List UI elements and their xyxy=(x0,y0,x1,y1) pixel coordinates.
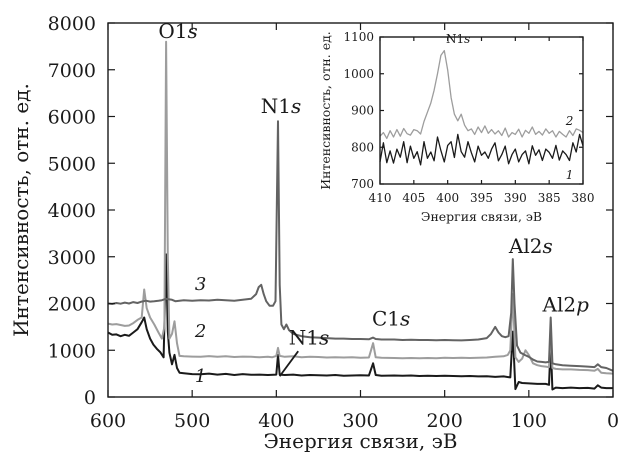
peak-label-italic: s xyxy=(400,307,410,331)
inset-y-axis-label: Интенсивность, отн. ед. xyxy=(318,31,333,190)
peak-label: N1s xyxy=(261,94,302,118)
peak-label-main: Al2 xyxy=(508,234,543,258)
inset-y-tick-label: 800 xyxy=(351,140,374,154)
series-2-line xyxy=(107,40,614,375)
x-tick-label: 0 xyxy=(607,410,618,432)
y-tick-label: 0 xyxy=(84,387,96,409)
x-tick-label: 600 xyxy=(90,410,126,432)
inset-y-tick-label: 1100 xyxy=(343,30,374,44)
inset-peak-label-main: N1 xyxy=(446,32,464,46)
peak-label-main: C1 xyxy=(372,307,400,331)
x-tick-label: 100 xyxy=(511,410,547,432)
inset-y-tick-label: 900 xyxy=(351,104,374,118)
peak-label-italic: s xyxy=(291,94,301,118)
inset-series-2-line xyxy=(379,49,584,140)
series-1-label: 1 xyxy=(195,366,206,387)
inset-x-tick-label: 385 xyxy=(538,191,561,205)
series-2-label: 2 xyxy=(194,321,206,342)
x-tick-label: 400 xyxy=(258,410,294,432)
inset-plot-background xyxy=(380,37,583,184)
inset-y-tick-label: 700 xyxy=(351,177,374,191)
y-tick-label: 6000 xyxy=(48,107,96,129)
peak-label-main: N1 xyxy=(261,94,291,118)
inset-x-tick-label: 405 xyxy=(402,191,425,205)
y-tick-label: 5000 xyxy=(48,153,96,175)
x-tick-label: 200 xyxy=(427,410,463,432)
inset-series-2-label: 2 xyxy=(565,114,574,128)
peak-label: N1s xyxy=(289,325,330,349)
main-spectrum-plot: 600 500 400 300 200 100 0010002000300040005000… xyxy=(9,13,618,453)
x-axis-label: Энергия связи, эВ xyxy=(264,429,458,453)
inset-x-tick-label: 410 xyxy=(369,191,392,205)
peak-label-italic: s xyxy=(319,325,329,349)
peak-label-main: N1 xyxy=(289,325,319,349)
peak-label: O1s xyxy=(158,19,197,43)
inset-x-tick-label: 390 xyxy=(504,191,527,205)
peak-label-main: O1 xyxy=(158,19,187,43)
series-1-line xyxy=(107,253,613,391)
y-tick-label: 1000 xyxy=(48,340,96,362)
inset-y-tick-label: 1000 xyxy=(343,67,374,81)
inset-n1s-plot: 410 405 400 395 390 385 380 700 800 900 1000 1100 Эн… xyxy=(318,30,594,224)
inset-x-tick-label: 380 xyxy=(572,191,595,205)
peak-label: Al2s xyxy=(508,234,553,258)
inset-x-tick-label: 400 xyxy=(436,191,459,205)
y-axis-label: Интенсивность, отн. ед. xyxy=(9,83,33,337)
peak-label-italic: p xyxy=(576,293,589,317)
inset-x-axis-label: Энергия связи, эВ xyxy=(421,209,542,224)
y-tick-label: 2000 xyxy=(48,294,96,316)
peak-label: Al2p xyxy=(542,293,590,317)
y-tick-label: 3000 xyxy=(48,247,96,269)
x-tick-label: 500 xyxy=(174,410,210,432)
y-tick-label: 4000 xyxy=(48,200,96,222)
x-tick-label: 300 xyxy=(342,410,378,432)
n1s-leader-line xyxy=(278,350,299,377)
peak-label-italic: s xyxy=(542,234,552,258)
inset-x-tick-label: 395 xyxy=(470,191,493,205)
inset-series-1-line xyxy=(379,133,584,166)
inset-series-1-label: 1 xyxy=(566,168,574,182)
y-tick-label: 8000 xyxy=(48,13,96,35)
series-3-label: 3 xyxy=(195,274,206,295)
peak-label-italic: s xyxy=(188,19,198,43)
series-3-line xyxy=(107,120,614,372)
inset-peak-label-italic: s xyxy=(464,32,470,46)
peak-label: C1s xyxy=(372,307,410,331)
y-tick-label: 7000 xyxy=(48,60,96,82)
peak-label-main: Al2 xyxy=(542,293,577,317)
inset-peak-label: N1s xyxy=(446,32,470,46)
